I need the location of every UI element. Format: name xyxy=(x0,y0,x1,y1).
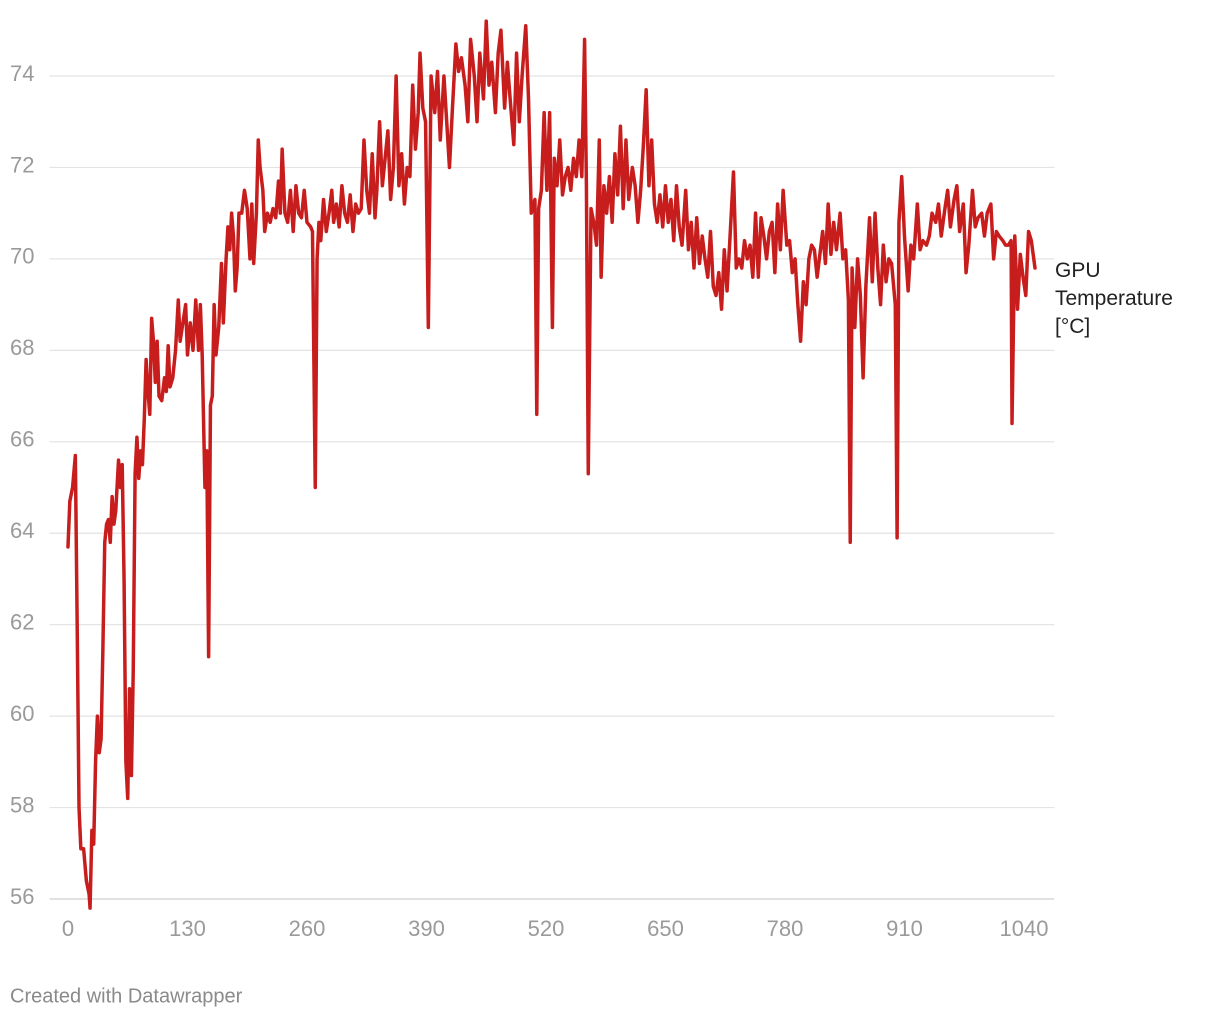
x-tick-label: 0 xyxy=(62,916,74,941)
y-tick-label: 66 xyxy=(10,427,34,452)
y-tick-label: 74 xyxy=(10,61,34,86)
plot-area xyxy=(66,19,1037,910)
x-tick-label: 520 xyxy=(528,916,565,941)
x-tick-label: 650 xyxy=(647,916,684,941)
series-label: GPU Temperature [°C] xyxy=(1055,259,1173,338)
x-tick-label: 780 xyxy=(767,916,804,941)
y-tick-label: 70 xyxy=(10,244,34,269)
y-tick-label: 68 xyxy=(10,335,34,360)
y-tick-label: 64 xyxy=(10,518,34,543)
x-tick-label: 1040 xyxy=(999,916,1048,941)
credit: Created with Datawrapper xyxy=(10,985,243,1007)
y-tick-label: 60 xyxy=(10,701,34,726)
y-tick-label: 58 xyxy=(10,792,34,817)
y-tick-label: 62 xyxy=(10,609,34,634)
y-tick-label: 56 xyxy=(10,884,34,909)
x-tick-label: 390 xyxy=(408,916,445,941)
x-tick-label: 130 xyxy=(169,916,206,941)
x-tick-label: 910 xyxy=(886,916,923,941)
line xyxy=(66,19,1037,910)
y-tick-label: 72 xyxy=(10,152,34,177)
x-tick-label: 260 xyxy=(289,916,326,941)
